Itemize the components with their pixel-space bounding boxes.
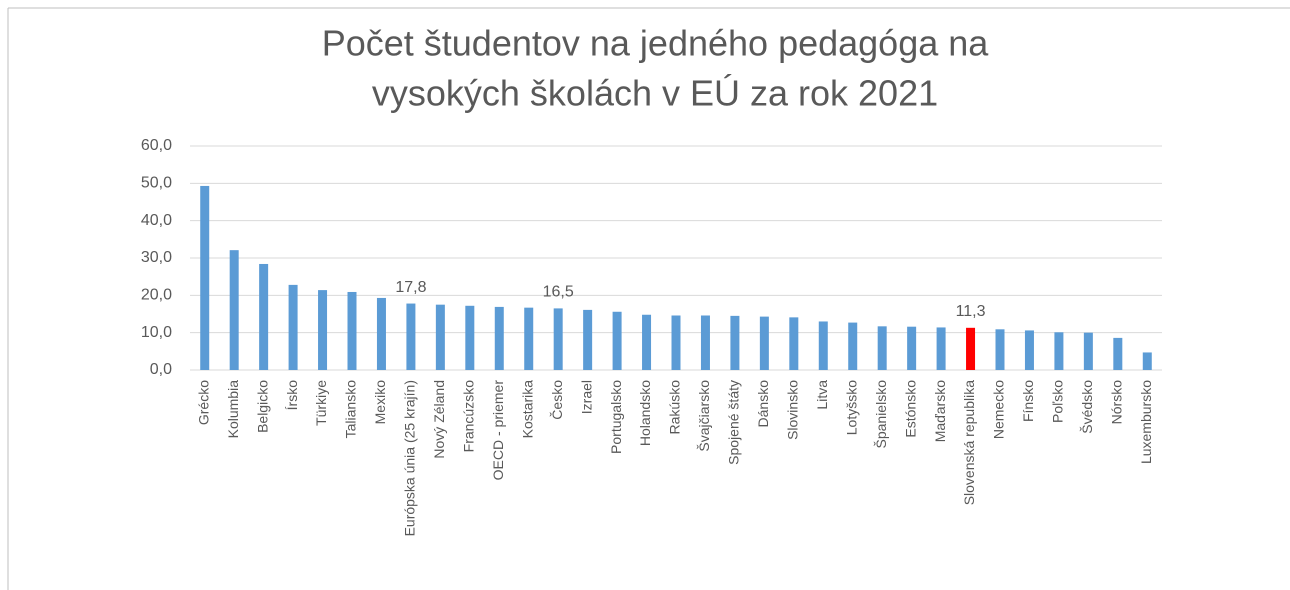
bar <box>494 306 504 370</box>
bar <box>936 327 946 370</box>
x-tick-label: Lotyšsko <box>843 380 859 435</box>
bar <box>259 263 269 370</box>
bar <box>1024 330 1034 370</box>
x-tick-label: Fínsko <box>1020 380 1036 422</box>
bar <box>848 322 858 370</box>
bar <box>907 326 917 370</box>
y-tick-label: 10,0 <box>141 324 172 341</box>
y-tick-label: 60,0 <box>141 137 172 154</box>
x-tick-label: Švédsko <box>1079 380 1095 434</box>
x-tick-label: Holandsko <box>637 380 653 446</box>
x-tick-label: Kostarika <box>519 380 535 439</box>
x-tick-label: Slovinsko <box>785 380 801 440</box>
y-tick-label: 50,0 <box>141 175 172 192</box>
bar <box>376 297 386 370</box>
bar <box>642 314 652 370</box>
bar <box>730 315 740 370</box>
bar <box>583 309 593 370</box>
bar <box>1054 332 1064 370</box>
bar <box>966 327 976 370</box>
data-label: 17,8 <box>395 279 426 296</box>
bar <box>789 317 799 370</box>
bar <box>229 250 239 370</box>
bar <box>435 304 445 370</box>
x-tick-label: Rakúsko <box>667 380 683 435</box>
x-tick-label: Poľsko <box>1050 380 1066 423</box>
y-tick-label: 0,0 <box>150 361 172 378</box>
x-tick-label: Mexiko <box>372 380 388 425</box>
x-tick-label: Maďarsko <box>932 380 948 443</box>
x-tick-label: Estónsko <box>902 380 918 438</box>
x-tick-label: Spojené štáty <box>726 380 742 465</box>
bar <box>1142 352 1152 370</box>
bar <box>524 307 534 370</box>
x-tick-label: Taliansko <box>343 380 359 439</box>
chart-title: vysokých školách v EÚ za rok 2021 <box>372 73 938 114</box>
x-tick-label: Litva <box>814 380 830 410</box>
x-tick-label: Francúzsko <box>461 380 477 453</box>
x-tick-label: Nórsko <box>1109 380 1125 425</box>
bar <box>818 321 828 370</box>
y-tick-label: 30,0 <box>141 249 172 266</box>
bar <box>288 284 298 370</box>
bar <box>200 185 210 370</box>
x-tick-label: Švajčiarsko <box>696 380 712 452</box>
chart-title: Počet študentov na jedného pedagóga na <box>322 23 990 64</box>
bar <box>700 315 710 370</box>
x-tick-label: Nový Zéland <box>431 380 447 459</box>
x-tick-label: Írsko <box>284 380 300 411</box>
x-tick-label: Nemecko <box>991 380 1007 439</box>
x-tick-label: Belgicko <box>254 380 270 433</box>
bar <box>406 303 416 370</box>
bar <box>612 311 622 370</box>
data-label: 16,5 <box>543 284 574 301</box>
y-tick-label: 40,0 <box>141 212 172 229</box>
x-tick-label: Európska únia (25 krajín) <box>402 380 418 536</box>
x-tick-label: Španielsko <box>873 380 889 449</box>
bar <box>995 329 1005 370</box>
x-tick-label: OECD - priemer <box>490 380 506 481</box>
bar <box>347 291 357 370</box>
x-tick-label: Izrael <box>578 380 594 414</box>
x-tick-label: Portugalsko <box>608 380 624 454</box>
bar <box>318 290 328 370</box>
data-label: 11,3 <box>956 303 986 320</box>
x-tick-label: Grécko <box>195 380 211 425</box>
bar <box>877 326 887 370</box>
x-tick-label: Türkiye <box>313 380 329 426</box>
x-tick-label: Luxembursko <box>1138 380 1154 464</box>
x-tick-label: Kolumbia <box>225 380 241 439</box>
bar <box>465 305 475 370</box>
bar <box>1113 337 1123 370</box>
bar <box>1083 332 1093 370</box>
y-tick-label: 20,0 <box>141 287 172 304</box>
x-tick-label: Dánsko <box>755 380 771 428</box>
x-tick-label: Česko <box>549 380 565 420</box>
bar <box>553 308 563 370</box>
bar <box>671 315 681 370</box>
x-tick-label: Slovenská republika <box>961 380 977 506</box>
bar <box>759 316 769 370</box>
